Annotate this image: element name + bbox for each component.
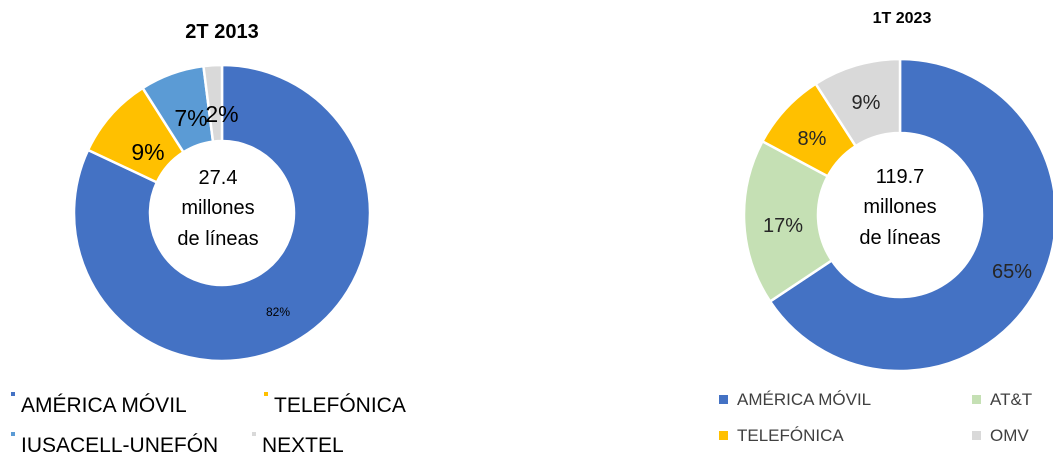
chart-2013-title: 2T 2013 [185, 21, 258, 43]
legend-swatch-america-movil [719, 395, 728, 404]
chart-2013-label-america-movil: 82% [266, 305, 290, 319]
legend-swatch-att [972, 395, 981, 404]
chart-2013-center-line-2: millones [181, 197, 254, 219]
legend-swatch-telefonica [719, 431, 728, 440]
legend-label-telefonica: TELEFÓNICA [737, 426, 844, 445]
chart-2023-label-att: 17% [763, 215, 803, 237]
chart-2013-slice-america-movil [72, 63, 372, 363]
legend-label-nextel: NEXTEL [262, 434, 344, 455]
chart-2013-slices [72, 63, 372, 363]
chart-2023-center-line-3: de líneas [859, 227, 940, 249]
chart-2023-slices [742, 57, 1053, 373]
chart-2023-legend: AMÉRICA MÓVIL AT&T TELEFÓNICA OMV [719, 390, 1032, 445]
chart-2023-center-line-2: millones [863, 196, 936, 218]
chart-2023-slice-omv [813, 57, 902, 148]
legend-swatch-nextel [252, 432, 256, 436]
chart-2013-label-iusacell-unefon: 7% [174, 105, 207, 131]
legend-swatch-telefonica [264, 392, 268, 396]
chart-2023-title: 1T 2023 [873, 10, 932, 27]
legend-swatch-america-movil [11, 392, 15, 396]
legend-label-att: AT&T [990, 390, 1032, 409]
legend-label-iusacell-unefon: IUSACELL-UNEFÓN [21, 434, 218, 455]
chart-2023-center-line-1: 119.7 [876, 166, 925, 188]
chart-2023-label-omv: 9% [852, 92, 881, 114]
chart-2013-center-line-3: de líneas [177, 228, 258, 250]
legend-label-america-movil: AMÉRICA MÓVIL [737, 390, 871, 409]
chart-2023-center-label: 119.7 millones de líneas [859, 166, 940, 249]
legend-swatch-omv [972, 431, 981, 440]
chart-2013-label-telefonica: 9% [131, 139, 164, 165]
legend-swatch-iusacell-unefon [11, 432, 15, 436]
chart-2013-label-nextel: 2% [205, 101, 238, 127]
chart-2013-slice-nextel [202, 63, 224, 143]
chart-2023-label-telefonica: 8% [798, 128, 827, 150]
legend-label-omv: OMV [990, 426, 1029, 445]
chart-2023-slice-america-movil [768, 57, 1053, 373]
legend-label-telefonica: TELEFÓNICA [274, 394, 406, 417]
chart-2013-center-label: 27.4 millones de líneas [177, 167, 258, 250]
chart-2013-center-line-1: 27.4 [199, 167, 238, 189]
chart-2023: 1T 2023 119.7 millones de líneas 65% 17%… [719, 10, 1053, 445]
chart-2023-slice-at-t [742, 139, 834, 304]
legend-label-america-movil: AMÉRICA MÓVIL [21, 394, 187, 417]
chart-2023-label-america-movil: 65% [992, 261, 1032, 283]
chart-2013: 2T 2013 27.4 millones de líneas 82% 9% 7… [11, 21, 406, 455]
chart-2013-legend: AMÉRICA MÓVIL TELEFÓNICA IUSACELL-UNEFÓN… [11, 392, 406, 455]
